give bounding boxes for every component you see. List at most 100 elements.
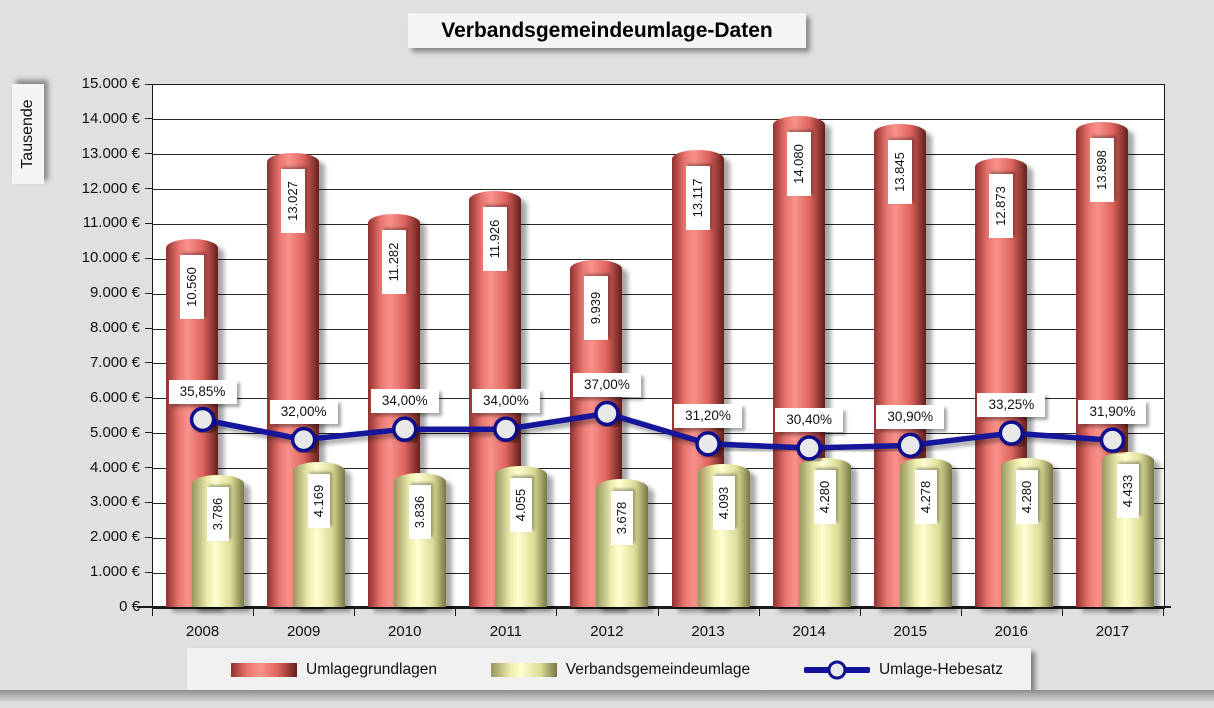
legend-item-umlagegrundlagen: Umlagegrundlagen xyxy=(231,661,437,679)
y-tick-mark xyxy=(145,292,152,294)
bar-value-label: 4.280 xyxy=(1015,469,1038,524)
legend-item-verbandsgemeindeumlage: Verbandsgemeindeumlage xyxy=(490,660,751,679)
hebesatz-percent-label: 37,00% xyxy=(572,373,641,398)
y-tick-mark xyxy=(145,397,152,399)
gridline xyxy=(153,468,1164,470)
hebesatz-marker xyxy=(796,435,822,461)
hebesatz-line xyxy=(201,410,1113,451)
y-tick-label: 15.000 € xyxy=(81,75,140,92)
y-tick-label: 9.000 € xyxy=(89,284,140,302)
y-tick-mark xyxy=(145,432,152,434)
chart-title: Verbandsgemeindeumlage-Daten xyxy=(408,13,806,48)
x-category-label: 2015 xyxy=(893,623,927,640)
y-tick-label: 12.000 € xyxy=(81,179,140,197)
x-category-label: 2010 xyxy=(388,623,422,640)
gridline xyxy=(153,258,1164,260)
gridline xyxy=(153,398,1164,400)
x-category-label: 2012 xyxy=(590,623,624,640)
legend-bar-swatch-red-icon xyxy=(231,662,297,677)
y-tick-mark xyxy=(145,257,152,259)
hebesatz-percent-label: 34,00% xyxy=(471,389,540,414)
x-tick-mark xyxy=(1061,608,1063,616)
gridline xyxy=(153,328,1164,330)
hebesatz-percent-label: 31,90% xyxy=(1078,400,1147,425)
x-tick-mark xyxy=(1163,608,1164,616)
x-category-label: 2008 xyxy=(185,623,220,640)
x-axis-line xyxy=(137,606,1171,608)
y-axis-unit-label: Tausende xyxy=(12,84,44,184)
gridline xyxy=(153,363,1164,365)
hebesatz-marker xyxy=(493,416,519,442)
bar-value-label: 11.282 xyxy=(382,229,407,294)
hebesatz-percent-label: 31,20% xyxy=(674,403,743,428)
gridline xyxy=(153,293,1164,295)
x-tick-mark xyxy=(859,608,861,616)
hebesatz-marker xyxy=(189,406,216,433)
hebesatz-percent-label: 33,25% xyxy=(977,393,1046,418)
x-category-label: 2013 xyxy=(691,623,725,640)
bar-value-label: 12.873 xyxy=(988,174,1013,239)
gridline xyxy=(153,433,1164,435)
y-tick-label: 11.000 € xyxy=(82,214,140,232)
bar-value-label: 11.926 xyxy=(483,207,508,272)
bar-value-label: 3.836 xyxy=(409,485,432,540)
y-tick-mark xyxy=(145,571,152,573)
y-tick-mark xyxy=(145,118,152,120)
bar-value-label: 4.055 xyxy=(510,477,533,532)
y-tick-label: 1.000 € xyxy=(89,563,140,581)
line-series-layer xyxy=(189,400,1126,461)
y-tick-label: 4.000 € xyxy=(89,458,140,476)
hebesatz-percent-label: 32,00% xyxy=(269,399,338,424)
x-category-label: 2017 xyxy=(1095,623,1130,640)
legend-bar-swatch-yellow-icon xyxy=(490,662,557,677)
gridline xyxy=(153,537,1164,539)
x-category-label: 2011 xyxy=(489,623,522,640)
hebesatz-marker xyxy=(695,431,721,457)
hebesatz-marker xyxy=(392,416,418,442)
legend-label: Verbandsgemeindeumlage xyxy=(565,660,751,678)
bar-value-label: 10.560 xyxy=(180,254,204,319)
x-tick-mark xyxy=(556,608,558,616)
y-tick-label: 0 € xyxy=(119,598,140,615)
y-tick-mark xyxy=(145,222,152,224)
bar-value-label: 13.117 xyxy=(685,165,710,230)
x-category-label: 2016 xyxy=(994,623,1029,640)
x-tick-mark xyxy=(657,608,659,616)
bar-value-label: 13.027 xyxy=(281,168,306,233)
bar-value-label: 3.786 xyxy=(207,486,229,541)
y-tick-mark xyxy=(145,153,152,155)
y-tick-mark xyxy=(145,362,152,364)
hebesatz-marker xyxy=(290,426,317,453)
hebesatz-marker xyxy=(1099,427,1126,453)
bar-value-label: 4.093 xyxy=(712,476,735,531)
bar-value-label: 14.080 xyxy=(786,132,811,197)
gridline xyxy=(153,119,1164,121)
chart-frame-bottom-strip xyxy=(0,702,1214,708)
gridline xyxy=(153,572,1164,574)
x-tick-mark xyxy=(455,608,457,616)
gridline xyxy=(153,502,1164,504)
bar-value-label: 4.433 xyxy=(1116,464,1139,519)
y-tick-label: 8.000 € xyxy=(89,319,140,337)
legend-item-umlage-hebesatz: Umlage-Hebesatz xyxy=(803,659,1003,681)
y-tick-label: 10.000 € xyxy=(81,249,140,267)
bar-value-label: 9.939 xyxy=(584,276,609,341)
bar-value-label: 13.898 xyxy=(1089,138,1114,203)
y-tick-mark xyxy=(145,536,152,538)
hebesatz-percent-label: 30,90% xyxy=(876,405,945,430)
x-tick-mark xyxy=(354,608,356,616)
hebesatz-percent-label: 35,85% xyxy=(168,379,237,404)
y-tick-label: 5.000 € xyxy=(89,423,140,441)
legend-label: Umlagegrundlagen xyxy=(306,660,437,678)
hebesatz-marker xyxy=(998,420,1025,446)
y-tick-label: 13.000 € xyxy=(81,144,140,162)
hebesatz-percent-label: 34,00% xyxy=(370,389,439,414)
bar-value-label: 4.280 xyxy=(813,469,836,524)
y-tick-mark xyxy=(145,327,152,329)
x-tick-mark xyxy=(152,608,153,616)
y-tick-label: 7.000 € xyxy=(89,353,140,371)
chart-frame-bottom-edge xyxy=(0,690,1214,702)
legend-label: Umlage-Hebesatz xyxy=(878,660,1003,678)
hebesatz-percent-label: 30,40% xyxy=(775,408,844,432)
gridline xyxy=(153,154,1164,156)
